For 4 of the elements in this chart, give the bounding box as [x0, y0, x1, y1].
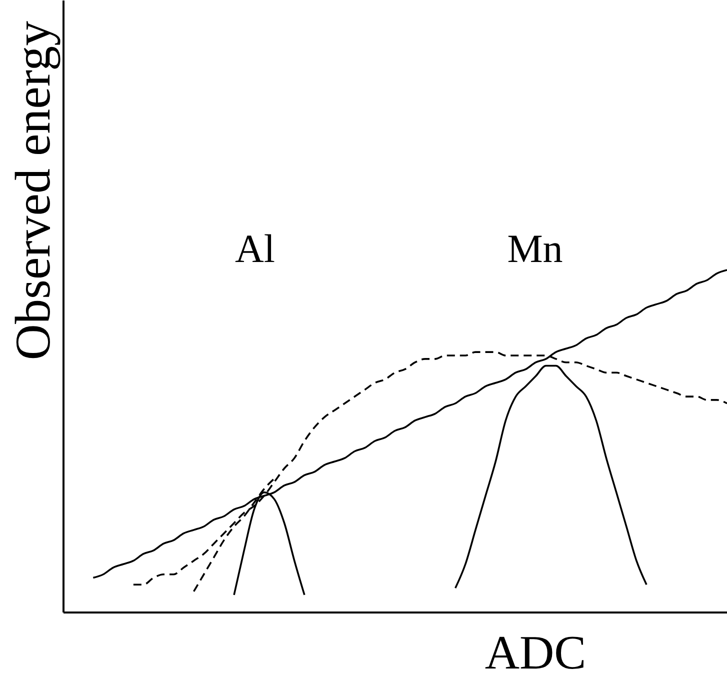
x-axis-title: ADC — [484, 626, 586, 680]
y-axis-title: Observed energy — [4, 20, 60, 360]
annotation: Al — [235, 226, 275, 271]
annotation: Mn — [507, 226, 563, 271]
